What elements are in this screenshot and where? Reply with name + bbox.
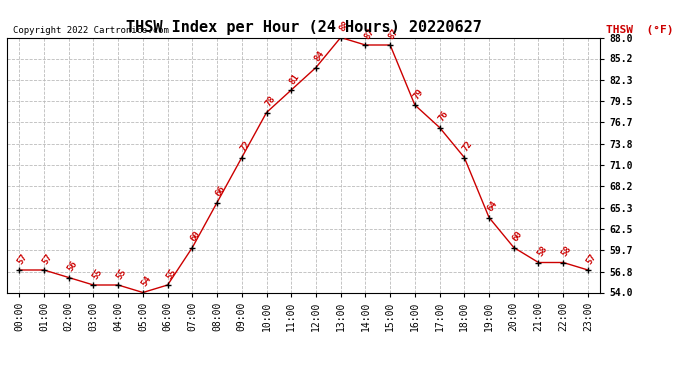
- Text: 88: 88: [337, 20, 351, 33]
- Text: 84: 84: [313, 50, 326, 63]
- Text: 60: 60: [189, 230, 203, 243]
- Text: 55: 55: [164, 267, 178, 281]
- Text: THSW  (°F): THSW (°F): [607, 25, 673, 35]
- Text: 64: 64: [486, 200, 500, 213]
- Text: 57: 57: [584, 252, 598, 266]
- Text: 72: 72: [239, 140, 252, 153]
- Text: 54: 54: [139, 274, 153, 288]
- Text: 87: 87: [362, 27, 376, 41]
- Text: 56: 56: [66, 260, 79, 273]
- Text: 78: 78: [264, 94, 277, 108]
- Text: 60: 60: [511, 230, 524, 243]
- Text: 58: 58: [560, 244, 573, 258]
- Text: 87: 87: [387, 27, 400, 41]
- Text: 81: 81: [288, 72, 302, 86]
- Text: 72: 72: [461, 140, 475, 153]
- Text: 66: 66: [214, 184, 228, 198]
- Text: 55: 55: [115, 267, 128, 281]
- Title: THSW Index per Hour (24 Hours) 20220627: THSW Index per Hour (24 Hours) 20220627: [126, 20, 482, 35]
- Text: 79: 79: [412, 87, 425, 101]
- Text: 57: 57: [16, 252, 30, 266]
- Text: 58: 58: [535, 244, 549, 258]
- Text: 55: 55: [90, 267, 104, 281]
- Text: 57: 57: [41, 252, 55, 266]
- Text: 76: 76: [436, 110, 450, 123]
- Text: Copyright 2022 Cartronics.com: Copyright 2022 Cartronics.com: [13, 26, 169, 35]
